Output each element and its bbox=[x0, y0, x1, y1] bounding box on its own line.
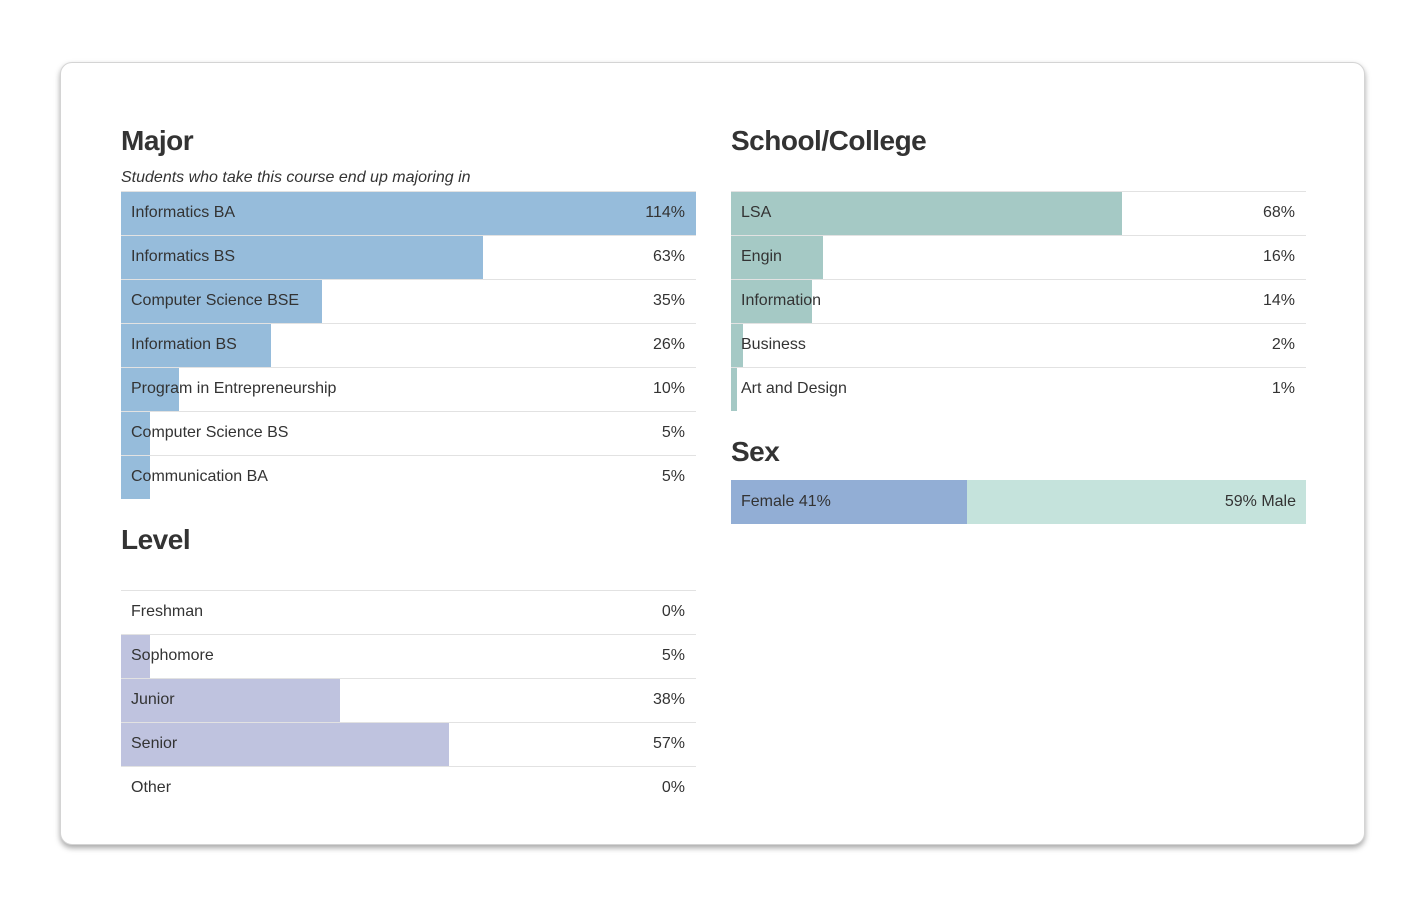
category-label: Information bbox=[741, 292, 822, 309]
spacer bbox=[731, 472, 1306, 480]
category-label: Junior bbox=[131, 691, 175, 708]
bar bbox=[121, 368, 179, 411]
value-label: 5% bbox=[661, 647, 685, 664]
value-label: 59% bbox=[1224, 493, 1257, 510]
category-label: Freshman bbox=[131, 603, 204, 620]
value-label: 63% bbox=[652, 248, 685, 265]
value-label: 10% bbox=[652, 380, 685, 397]
bar-row: Art and Design 1% bbox=[731, 367, 1306, 411]
bar-row: LSA 68% bbox=[731, 191, 1306, 235]
value-label: 0% bbox=[661, 779, 685, 796]
bar bbox=[121, 723, 449, 766]
value-label: 0% bbox=[661, 603, 685, 620]
value-label: 68% bbox=[1262, 204, 1295, 221]
value-label: 5% bbox=[661, 468, 685, 485]
value-label: 38% bbox=[652, 691, 685, 708]
value-label: 57% bbox=[652, 735, 685, 752]
value-label: 2% bbox=[1271, 336, 1295, 353]
bar-row: Computer Science BS 5% bbox=[121, 411, 696, 455]
value-label: 14% bbox=[1262, 292, 1295, 309]
bar bbox=[731, 280, 812, 323]
bar-row: Informatics BA 114% bbox=[121, 191, 696, 235]
bar-row: Information BS 26% bbox=[121, 323, 696, 367]
bar-row: Other 0% bbox=[121, 766, 696, 810]
bar bbox=[731, 192, 1122, 235]
bar bbox=[731, 236, 823, 279]
category-label: Other bbox=[131, 779, 172, 796]
category-label: Informatics BS bbox=[131, 248, 236, 265]
bar bbox=[121, 412, 150, 455]
series-name: Female bbox=[741, 493, 795, 510]
bar-row: Engin 16% bbox=[731, 235, 1306, 279]
value-label: 41% bbox=[798, 493, 831, 510]
section-title: Major bbox=[121, 125, 194, 156]
spacer bbox=[731, 161, 1306, 191]
value-label: 26% bbox=[652, 336, 685, 353]
bar-row: Information 14% bbox=[731, 279, 1306, 323]
bar bbox=[121, 456, 150, 499]
category-label: LSA bbox=[741, 204, 772, 221]
bar bbox=[731, 324, 743, 367]
value-label: 35% bbox=[652, 292, 685, 309]
bar bbox=[121, 236, 484, 279]
bar-row: Computer Science BSE 35% bbox=[121, 279, 696, 323]
bar-row: Junior 38% bbox=[121, 678, 696, 722]
legend-label: 59% Male bbox=[1225, 480, 1296, 524]
section-subtitle: Students who take this course end up maj… bbox=[121, 169, 471, 186]
category-label: Communication BA bbox=[131, 468, 268, 485]
bar bbox=[731, 368, 737, 411]
bar-row: Business 2% bbox=[731, 323, 1306, 367]
category-label: Program in Entrepreneurship bbox=[131, 380, 337, 397]
category-label: Business bbox=[741, 336, 806, 353]
category-label: Sophomore bbox=[131, 647, 214, 664]
bar-row: Communication BA 5% bbox=[121, 455, 696, 499]
stacked-bar: Female 41% 59% Male bbox=[731, 480, 1306, 524]
category-label: Computer Science BS bbox=[131, 424, 289, 441]
category-label: Informatics BA bbox=[131, 204, 236, 221]
bar-row: Freshman 0% bbox=[121, 590, 696, 634]
bar-row: Sophomore 5% bbox=[121, 634, 696, 678]
sex-section: Sex Female 41% 59% Male bbox=[731, 432, 1306, 524]
card: Major Students who take this course end u… bbox=[60, 62, 1365, 845]
section-title: Level bbox=[121, 524, 191, 555]
bar bbox=[121, 280, 323, 323]
bar bbox=[121, 324, 271, 367]
bar-row: Informatics BS 63% bbox=[121, 235, 696, 279]
section-title: Sex bbox=[731, 436, 780, 467]
bar-row: Program in Entrepreneurship 10% bbox=[121, 367, 696, 411]
major-section: Major Students who take this course end u… bbox=[121, 121, 696, 499]
value-label: 114% bbox=[645, 204, 685, 221]
bar bbox=[121, 679, 340, 722]
category-label: Computer Science BSE bbox=[131, 292, 300, 309]
bar-segment bbox=[731, 480, 967, 524]
value-label: 1% bbox=[1271, 380, 1295, 397]
spacer bbox=[121, 560, 696, 590]
category-label: Senior bbox=[131, 735, 178, 752]
school-section: School/College LSA 68% Engin 16% Information 1… bbox=[731, 121, 1306, 411]
level-section: Level Freshman 0% Sophomore 5% Junior 38% Senio… bbox=[121, 520, 696, 810]
category-label: Information BS bbox=[131, 336, 237, 353]
series-name: Male bbox=[1261, 493, 1296, 510]
bar bbox=[121, 635, 150, 678]
bar bbox=[121, 192, 696, 235]
value-label: 16% bbox=[1262, 248, 1295, 265]
legend-label: Female 41% bbox=[741, 480, 831, 524]
bar-segment bbox=[966, 480, 1306, 524]
category-label: Art and Design bbox=[741, 380, 847, 397]
category-label: Engin bbox=[741, 248, 782, 265]
value-label: 5% bbox=[661, 424, 685, 441]
bar-row: Senior 57% bbox=[121, 722, 696, 766]
section-title: School/College bbox=[731, 125, 927, 156]
